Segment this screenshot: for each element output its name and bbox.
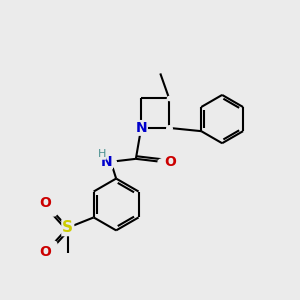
- Text: O: O: [39, 245, 51, 260]
- Text: O: O: [39, 196, 51, 210]
- Text: N: N: [101, 155, 112, 169]
- Text: O: O: [164, 155, 176, 169]
- Text: H: H: [98, 149, 106, 159]
- Text: N: N: [135, 121, 147, 135]
- Text: S: S: [62, 220, 73, 235]
